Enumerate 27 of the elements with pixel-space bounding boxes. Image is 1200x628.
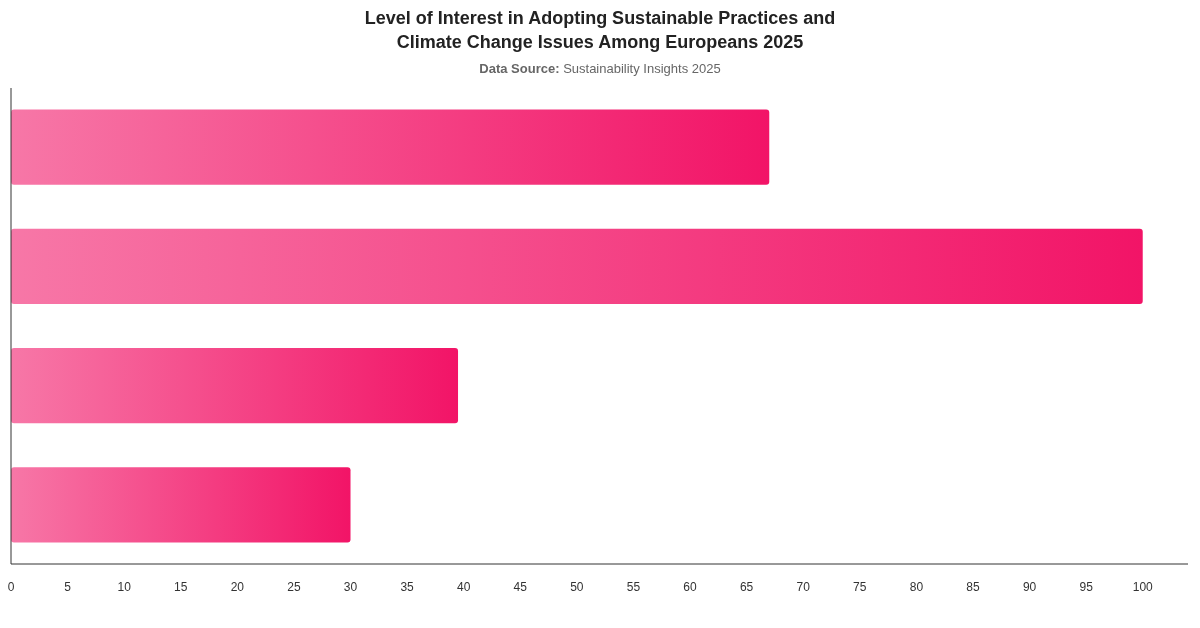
x-tick-label: 10 bbox=[117, 580, 132, 594]
x-tick-label: 60 bbox=[683, 580, 698, 594]
x-tick-label: 20 bbox=[230, 580, 245, 594]
x-tick-label: 65 bbox=[739, 580, 754, 594]
x-tick-label: 100 bbox=[1132, 580, 1154, 594]
chart-title: Level of Interest in Adopting Sustainable Practices and Climate Change Issues Among Europeans 2025 bbox=[364, 8, 836, 52]
x-tick-label: 5 bbox=[64, 580, 72, 594]
x-tick-label: 85 bbox=[966, 580, 980, 594]
x-tick-label: 70 bbox=[796, 580, 811, 594]
chart-subtitle: Data Source: Sustainability Insights 2025 bbox=[479, 61, 721, 76]
x-tick-label: 15 bbox=[174, 580, 188, 594]
bar bbox=[11, 348, 459, 424]
x-tick-label: 45 bbox=[513, 580, 528, 594]
bar bbox=[11, 467, 351, 543]
bar bbox=[11, 228, 1143, 304]
x-tick-label: 95 bbox=[1079, 580, 1094, 594]
x-tick-label: 40 bbox=[457, 580, 471, 594]
x-tick-label: 0 bbox=[7, 580, 15, 594]
x-tick-label: 75 bbox=[853, 580, 867, 594]
x-tick-label: 50 bbox=[570, 580, 584, 594]
x-tick-label: 35 bbox=[400, 580, 415, 594]
x-tick-label: 55 bbox=[626, 580, 641, 594]
x-tick-label: 25 bbox=[287, 580, 301, 594]
bar bbox=[11, 109, 770, 185]
x-tick-label: 30 bbox=[343, 580, 358, 594]
x-tick-label: 80 bbox=[909, 580, 924, 594]
x-tick-label: 90 bbox=[1022, 580, 1037, 594]
